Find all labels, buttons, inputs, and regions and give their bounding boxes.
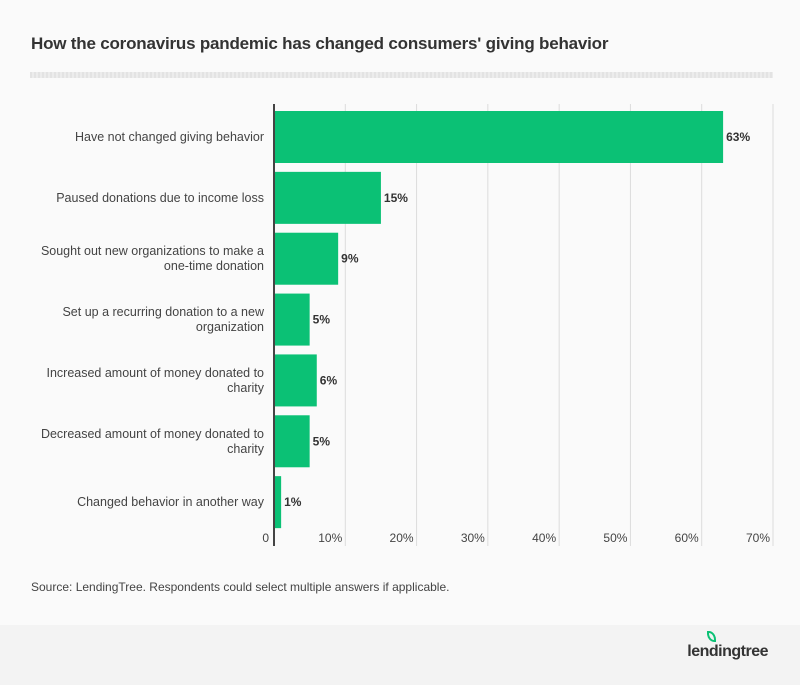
- x-tick-label: 0: [262, 531, 269, 545]
- chart-title: How the coronavirus pandemic has changed…: [31, 34, 609, 53]
- leaf-icon: [707, 631, 717, 642]
- category-label: Sought out new organizations to make a: [41, 244, 264, 258]
- data-label: 9%: [341, 252, 359, 266]
- x-tick-label: 30%: [461, 531, 485, 545]
- category-label: organization: [196, 320, 264, 334]
- category-label: Decreased amount of money donated to: [41, 427, 264, 441]
- bar: [274, 171, 381, 224]
- x-tick-label: 10%: [318, 531, 342, 545]
- data-label: 1%: [284, 495, 302, 509]
- category-label: charity: [227, 381, 265, 395]
- x-tick-label: 70%: [746, 531, 770, 545]
- bar: [274, 232, 339, 285]
- category-label: Set up a recurring donation to a new: [62, 305, 264, 319]
- bar: [274, 111, 724, 163]
- category-label: Paused donations due to income loss: [56, 191, 264, 205]
- x-tick-label: 40%: [532, 531, 556, 545]
- x-tick-label: 50%: [603, 531, 627, 545]
- bar: [274, 476, 282, 529]
- data-label: 6%: [320, 373, 338, 387]
- source-note: Source: LendingTree. Respondents could s…: [31, 580, 450, 594]
- data-label: 63%: [726, 130, 750, 144]
- bar: [274, 415, 310, 468]
- data-label: 5%: [313, 313, 331, 327]
- logo-text: lendingtree: [687, 643, 768, 660]
- category-label: charity: [227, 442, 265, 456]
- lendingtree-logo: lendingtree: [687, 631, 768, 661]
- category-label: one-time donation: [164, 259, 264, 273]
- category-label: Changed behavior in another way: [77, 495, 265, 509]
- footer: lendingtree: [0, 625, 800, 685]
- bar: [274, 293, 310, 346]
- category-label: Increased amount of money donated to: [46, 366, 264, 380]
- data-label: 5%: [313, 434, 331, 448]
- data-label: 15%: [384, 191, 408, 205]
- bar: [274, 354, 317, 407]
- bar-chart: 63% Have not changed giving behavior 15% Pa…: [41, 104, 774, 546]
- x-tick-label: 60%: [675, 531, 699, 545]
- category-label: Have not changed giving behavior: [75, 130, 264, 144]
- x-tick-label: 20%: [390, 531, 414, 545]
- title-divider: [30, 72, 773, 78]
